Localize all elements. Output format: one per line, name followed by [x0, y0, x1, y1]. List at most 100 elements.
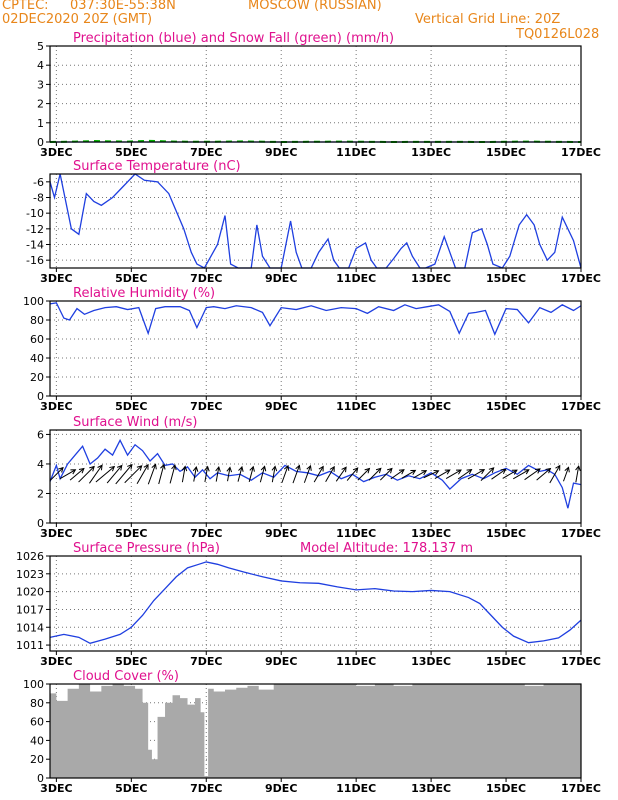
- wind-arrow: [115, 463, 133, 485]
- wind-xtick-label: 3DEC: [40, 527, 72, 540]
- temperature-ytick-label: -6: [33, 176, 44, 189]
- temperature-xtick-label: 9DEC: [265, 272, 297, 285]
- precipitation-xtick-label: 11DEC: [336, 146, 376, 159]
- wind-arrow-head: [329, 465, 335, 472]
- wind-arrow-head: [456, 469, 462, 475]
- wind-arrow: [413, 470, 428, 479]
- wind-arrow-shaft: [248, 466, 254, 482]
- coordinates-label: 037:30E-55:38N: [70, 0, 176, 13]
- wind-arrow-shaft: [413, 470, 427, 479]
- wind-arrow: [69, 467, 85, 481]
- wind-arrow-shaft: [204, 466, 209, 483]
- wind-arrow-shaft: [390, 469, 405, 480]
- pressure-xtick-label: 13DEC: [411, 655, 451, 668]
- temperature-xtick-label: 11DEC: [336, 272, 376, 285]
- cloud-cover-ytick-label: 0: [37, 772, 44, 785]
- pressure-ytick-label: 1011: [16, 639, 44, 652]
- cloud-cover-xtick-label: 9DEC: [265, 782, 297, 795]
- wind-arrow-head: [375, 467, 382, 474]
- pressure-xtick-label: 17DEC: [561, 655, 601, 668]
- humidity-frame: [49, 300, 582, 397]
- pressure-xtick-label: 5DEC: [115, 655, 147, 668]
- cloud-cover-ytick-label: 40: [30, 734, 44, 747]
- wind-arrow: [467, 469, 486, 480]
- wind-arrow-head: [564, 466, 570, 473]
- pressure-xtick-label: 7DEC: [190, 655, 222, 668]
- wind-arrow: [181, 465, 188, 483]
- wind-arrow: [480, 467, 495, 482]
- precipitation-xtick-label: 5DEC: [115, 146, 147, 159]
- wind-panel: 0 2 4 6 3DEC 5DEC 7DEC 9DEC 11DEC 13DEC 15DEC 17DEC…: [37, 415, 601, 540]
- wind-arrow-shaft: [549, 465, 561, 484]
- precipitation-xtick-label: 15DEC: [486, 146, 526, 159]
- wind-arrow: [158, 463, 166, 485]
- humidity-xtick-label: 13DEC: [411, 400, 451, 413]
- wind-arrow-head: [318, 465, 324, 472]
- wind-arrow-shaft: [467, 469, 485, 480]
- wind-arrow: [147, 463, 157, 485]
- cloud-cover-xtick-label: 11DEC: [336, 782, 376, 795]
- wind-xtick-label: 9DEC: [265, 527, 297, 540]
- temperature-ytick-label: -10: [26, 207, 44, 220]
- wind-arrow-head: [511, 469, 518, 475]
- wind-arrow-head: [249, 465, 255, 472]
- wind-arrow-head: [444, 469, 451, 475]
- wind-arrow-shaft: [158, 464, 165, 485]
- cloud-cover-xtick-label: 5DEC: [115, 782, 147, 795]
- cloud-cover-xtick-label: 3DEC: [40, 782, 72, 795]
- wind-arrow-head: [97, 464, 103, 471]
- wind-arrow: [192, 465, 199, 482]
- humidity-series-line: [49, 302, 582, 336]
- humidity-xtick-label: 15DEC: [486, 400, 526, 413]
- wind-arrow: [95, 465, 116, 483]
- wind-arrow: [379, 467, 393, 481]
- wind-arrow: [136, 463, 149, 485]
- wind-arrow-head: [341, 466, 347, 473]
- wind-arrow-shaft: [78, 466, 95, 483]
- location-label: MOSCOW (RUSSIAN): [248, 0, 382, 13]
- wind-ytick-label: 4: [37, 458, 44, 471]
- wind-arrow: [563, 466, 570, 482]
- wind-arrow-shaft: [147, 464, 157, 485]
- wind-arrow-head: [160, 463, 166, 470]
- humidity-xtick-label: 3DEC: [40, 400, 72, 413]
- wind-arrow: [512, 469, 530, 480]
- wind-arrow-head: [109, 465, 116, 472]
- wind-arrow-shaft: [136, 464, 149, 485]
- precipitation-xtick-label: 9DEC: [265, 146, 297, 159]
- humidity-xtick-label: 7DEC: [190, 400, 222, 413]
- wind-arrow-head: [466, 468, 473, 475]
- wind-arrows: [49, 463, 581, 485]
- temperature-xtick-label: 17DEC: [561, 272, 601, 285]
- wind-arrow-shaft: [106, 465, 123, 484]
- wind-arrow-head: [78, 467, 85, 474]
- pressure-xtick-label: 11DEC: [336, 655, 376, 668]
- precipitation-xtick-label: 3DEC: [40, 146, 72, 159]
- wind-arrow-head: [271, 465, 278, 472]
- pressure-frame: [49, 555, 582, 652]
- wind-arrow-head: [410, 469, 417, 475]
- wind-arrow: [169, 464, 177, 484]
- cloud-cover-xtick-label: 17DEC: [561, 782, 601, 795]
- pressure-xtick-label: 3DEC: [40, 655, 72, 668]
- wind-arrow: [335, 466, 347, 482]
- wind-arrow-shaft: [88, 464, 103, 484]
- precipitation-xtick-label: 7DEC: [190, 146, 222, 159]
- wind-arrow-shaft: [292, 465, 300, 484]
- precipitation-ytick-label: 2: [37, 98, 44, 111]
- wind-arrow-shaft: [423, 470, 439, 479]
- temperature-xtick-label: 3DEC: [40, 272, 72, 285]
- wind-arrow: [204, 465, 210, 483]
- wind-arrow: [423, 470, 440, 479]
- pressure-panel: 1011 1014 1017 1020 1023 1026 3DEC 5DEC 7DEC 9DEC…: [16, 541, 601, 668]
- wind-arrow-head: [226, 466, 233, 473]
- humidity-ytick-label: 60: [30, 333, 44, 346]
- wind-arrow-shaft: [59, 469, 76, 480]
- wind-arrow-shaft: [346, 467, 359, 481]
- wind-arrow-head: [116, 464, 123, 471]
- temperature-xtick-label: 15DEC: [486, 272, 526, 285]
- header: CPTEC: 037:30E-55:38N MOSCOW (RUSSIAN) 0…: [0, 0, 618, 44]
- temperature-ytick-label: -8: [33, 192, 44, 205]
- wind-arrow-shaft: [169, 465, 176, 484]
- wind-arrow-shaft: [227, 467, 231, 482]
